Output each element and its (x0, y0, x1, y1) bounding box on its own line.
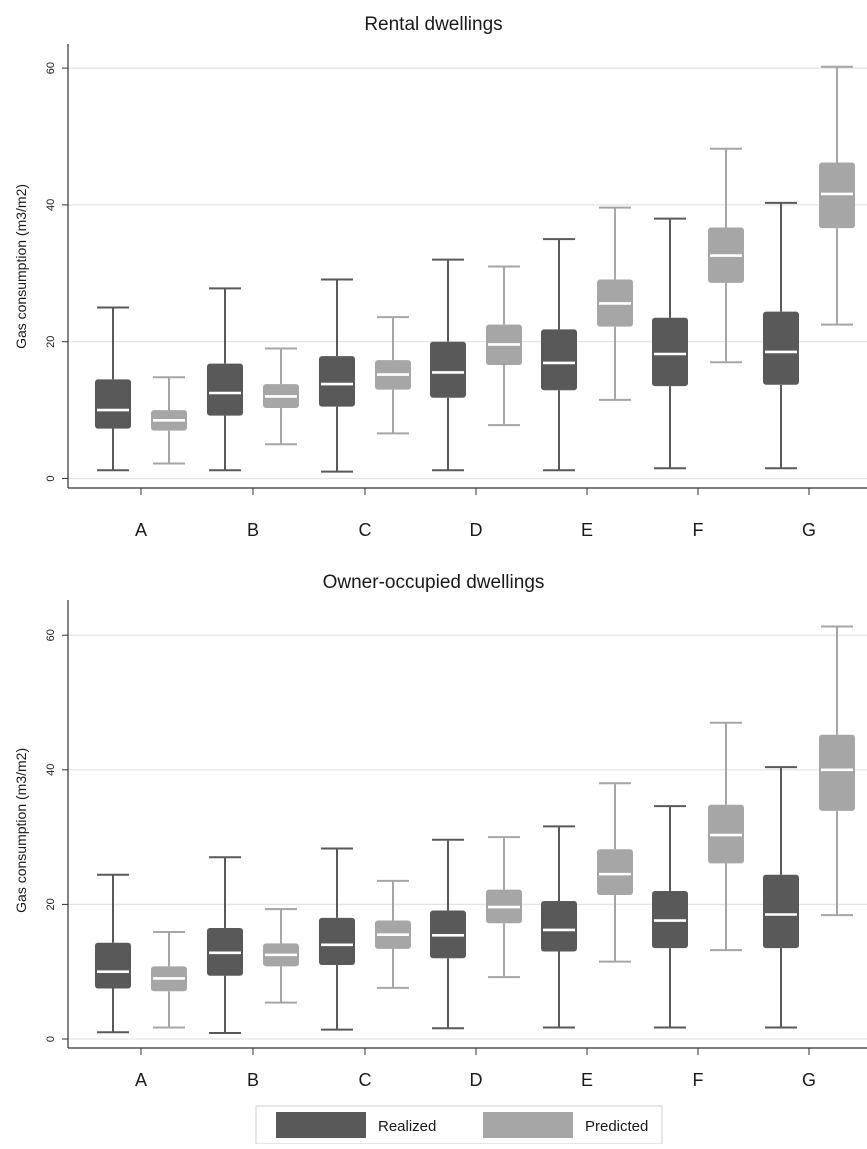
iqr-box (319, 917, 355, 965)
y-tick-label: 40 (45, 199, 57, 211)
box-realized-d (430, 258, 466, 472)
box-predicted-c (375, 879, 411, 989)
x-tick-label: E (581, 1070, 593, 1090)
box-realized-f (652, 217, 688, 470)
y-tick-label: 20 (45, 336, 57, 348)
box-realized-f (652, 805, 688, 1029)
box-realized-g (763, 766, 799, 1029)
box-predicted-a (151, 376, 187, 465)
iqr-box (763, 874, 799, 949)
y-axis-label: Gas consumption (m3/m2) (13, 748, 29, 913)
box-realized-e (541, 825, 577, 1029)
box-realized-b (207, 287, 243, 472)
x-tick-label: D (470, 1070, 483, 1090)
legend-label-predicted: Predicted (585, 1118, 648, 1135)
x-tick-label: G (802, 520, 816, 540)
box-predicted-g (819, 65, 855, 326)
box-realized-g (763, 201, 799, 470)
box-predicted-b (263, 908, 299, 1004)
x-tick-label: B (247, 1070, 259, 1090)
box-predicted-f (708, 721, 744, 952)
x-tick-label: F (693, 520, 704, 540)
legend: Realized Predicted (255, 1105, 663, 1145)
iqr-box (763, 311, 799, 385)
legend-swatch-realized (276, 1112, 366, 1138)
box-predicted-d (486, 265, 522, 427)
iqr-box (597, 849, 633, 895)
x-tick-label: A (135, 520, 147, 540)
box-realized-d (430, 838, 466, 1030)
y-tick-label: 0 (45, 1036, 57, 1042)
box-predicted-e (597, 206, 633, 401)
box-predicted-b (263, 347, 299, 446)
y-tick-label: 0 (45, 475, 57, 481)
y-axis-label: Gas consumption (m3/m2) (13, 184, 29, 349)
iqr-box (819, 162, 855, 229)
panel-title: Rental dwellings (364, 14, 502, 35)
x-tick-label: F (693, 1070, 704, 1090)
iqr-box (95, 379, 131, 429)
iqr-box (95, 942, 131, 989)
box-realized-a (95, 873, 131, 1034)
rental-panel: Rental dwellings Gas consumption (m3/m2) 0… (13, 14, 867, 540)
iqr-box (819, 734, 855, 811)
y-tick-label: 60 (45, 62, 57, 74)
iqr-box (541, 329, 577, 391)
panel-title: Owner-occupied dwellings (323, 572, 545, 593)
box-realized-e (541, 238, 577, 472)
box-realized-b (207, 856, 243, 1034)
iqr-box (652, 317, 688, 387)
iqr-box (541, 901, 577, 952)
box-predicted-g (819, 625, 855, 917)
box-predicted-c (375, 316, 411, 435)
x-tick-label: D (470, 520, 483, 540)
owner-occupied-panel: Owner-occupied dwellings Gas consumption … (13, 572, 867, 1090)
box-predicted-a (151, 930, 187, 1029)
x-tick-label: C (359, 1070, 372, 1090)
box-realized-c (319, 847, 355, 1031)
x-tick-label: A (135, 1070, 147, 1090)
iqr-box (430, 341, 466, 398)
x-tick-label: C (359, 520, 372, 540)
y-tick-label: 20 (45, 898, 57, 910)
x-tick-label: G (802, 1070, 816, 1090)
x-tick-label: E (581, 520, 593, 540)
y-tick-label: 40 (45, 764, 57, 776)
box-predicted-d (486, 836, 522, 979)
box-predicted-f (708, 147, 744, 364)
y-tick-label: 60 (45, 629, 57, 641)
iqr-box (207, 363, 243, 416)
legend-swatch-predicted (483, 1112, 573, 1138)
iqr-box (319, 356, 355, 407)
x-tick-label: B (247, 520, 259, 540)
box-realized-c (319, 278, 355, 473)
box-predicted-e (597, 782, 633, 963)
legend-label-realized: Realized (378, 1118, 436, 1135)
box-realized-a (95, 306, 131, 472)
